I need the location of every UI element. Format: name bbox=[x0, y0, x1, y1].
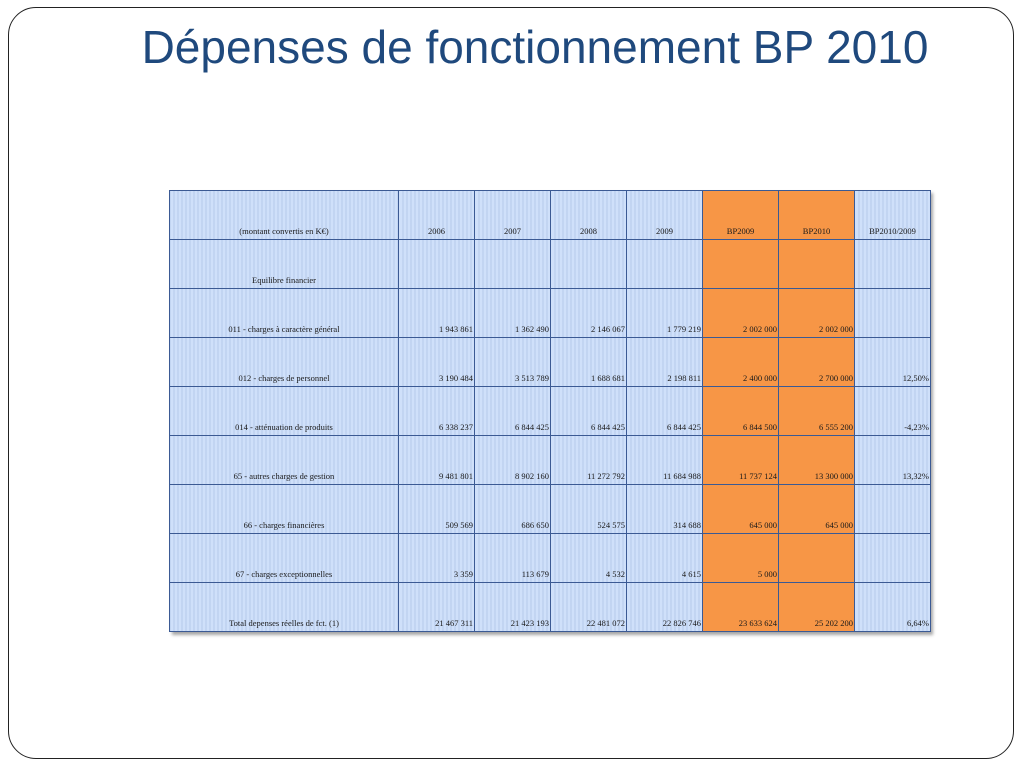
table-cell bbox=[778, 239, 855, 289]
table-cell: 3 359 bbox=[398, 533, 475, 583]
table-cell: 2 198 811 bbox=[626, 337, 703, 387]
table-cell: 4 532 bbox=[550, 533, 627, 583]
table-cell: 3 190 484 bbox=[398, 337, 475, 387]
row-label: 65 - autres charges de gestion bbox=[169, 435, 399, 485]
table-cell: 2 002 000 bbox=[702, 288, 779, 338]
table-cell: 2 002 000 bbox=[778, 288, 855, 338]
table-cell: 645 000 bbox=[702, 484, 779, 534]
header-cell-2008: 2008 bbox=[550, 190, 627, 240]
table-cell bbox=[398, 239, 475, 289]
table-cell: 8 902 160 bbox=[474, 435, 551, 485]
table-cell bbox=[474, 239, 551, 289]
budget-table: (montant convertis en K€) 2006 2007 2008… bbox=[169, 190, 931, 632]
budget-table-container: (montant convertis en K€) 2006 2007 2008… bbox=[169, 190, 931, 632]
table-cell: 6 844 500 bbox=[702, 386, 779, 436]
table-cell: 11 684 988 bbox=[626, 435, 703, 485]
table-cell: 113 679 bbox=[474, 533, 551, 583]
table-cell bbox=[702, 239, 779, 289]
header-cell-bp2010: BP2010 bbox=[778, 190, 855, 240]
header-cell-2006: 2006 bbox=[398, 190, 475, 240]
table-cell: 2 146 067 bbox=[550, 288, 627, 338]
header-cell-2007: 2007 bbox=[474, 190, 551, 240]
table-cell: 4 615 bbox=[626, 533, 703, 583]
header-cell-ratio: BP2010/2009 bbox=[854, 190, 931, 240]
table-cell: 524 575 bbox=[550, 484, 627, 534]
table-cell: -4,23% bbox=[854, 386, 931, 436]
table-header-row: (montant convertis en K€) 2006 2007 2008… bbox=[169, 190, 931, 240]
table-cell: 1 688 681 bbox=[550, 337, 627, 387]
table-row-total: Total depenses réelles de fct. (1) 21 46… bbox=[169, 582, 931, 632]
table-cell: 11 737 124 bbox=[702, 435, 779, 485]
row-label: 67 - charges exceptionnelles bbox=[169, 533, 399, 583]
table-cell: 9 481 801 bbox=[398, 435, 475, 485]
table-cell: 21 467 311 bbox=[398, 582, 475, 632]
table-cell: 21 423 193 bbox=[474, 582, 551, 632]
header-cell-bp2009: BP2009 bbox=[702, 190, 779, 240]
row-label: 011 - charges à caractère général bbox=[169, 288, 399, 338]
table-cell: 23 633 624 bbox=[702, 582, 779, 632]
table-row: Equilibre financier bbox=[169, 239, 931, 289]
row-label: 014 - atténuation de produits bbox=[169, 386, 399, 436]
table-cell: 11 272 792 bbox=[550, 435, 627, 485]
table-cell: 6 844 425 bbox=[626, 386, 703, 436]
table-cell bbox=[854, 484, 931, 534]
table-row: 012 - charges de personnel 3 190 484 3 5… bbox=[169, 337, 931, 387]
table-cell: 13 300 000 bbox=[778, 435, 855, 485]
table-cell: 2 400 000 bbox=[702, 337, 779, 387]
table-cell: 6,64% bbox=[854, 582, 931, 632]
row-label: 012 - charges de personnel bbox=[169, 337, 399, 387]
table-cell: 22 826 746 bbox=[626, 582, 703, 632]
table-cell bbox=[854, 239, 931, 289]
table-cell: 1 779 219 bbox=[626, 288, 703, 338]
table-cell bbox=[626, 239, 703, 289]
table-cell: 25 202 200 bbox=[778, 582, 855, 632]
table-row: 66 - charges financières 509 569 686 650… bbox=[169, 484, 931, 534]
table-cell bbox=[550, 239, 627, 289]
header-cell-label: (montant convertis en K€) bbox=[169, 190, 399, 240]
table-cell bbox=[778, 533, 855, 583]
table-cell: 1 943 861 bbox=[398, 288, 475, 338]
table-cell: 3 513 789 bbox=[474, 337, 551, 387]
table-cell: 645 000 bbox=[778, 484, 855, 534]
table-cell: 6 844 425 bbox=[550, 386, 627, 436]
table-cell: 6 844 425 bbox=[474, 386, 551, 436]
table-cell: 686 650 bbox=[474, 484, 551, 534]
table-cell: 22 481 072 bbox=[550, 582, 627, 632]
table-row: 65 - autres charges de gestion 9 481 801… bbox=[169, 435, 931, 485]
table-cell: 314 688 bbox=[626, 484, 703, 534]
table-cell: 2 700 000 bbox=[778, 337, 855, 387]
header-cell-2009: 2009 bbox=[626, 190, 703, 240]
table-cell: 5 000 bbox=[702, 533, 779, 583]
table-cell bbox=[854, 533, 931, 583]
table-cell bbox=[854, 288, 931, 338]
table-cell: 12,50% bbox=[854, 337, 931, 387]
row-label: 66 - charges financières bbox=[169, 484, 399, 534]
table-cell: 13,32% bbox=[854, 435, 931, 485]
table-row: 67 - charges exceptionnelles 3 359 113 6… bbox=[169, 533, 931, 583]
row-label: Total depenses réelles de fct. (1) bbox=[169, 582, 399, 632]
table-row: 014 - atténuation de produits 6 338 237 … bbox=[169, 386, 931, 436]
table-row: 011 - charges à caractère général 1 943 … bbox=[169, 288, 931, 338]
table-cell: 6 338 237 bbox=[398, 386, 475, 436]
table-cell: 1 362 490 bbox=[474, 288, 551, 338]
slide-title: Dépenses de fonctionnement BP 2010 bbox=[141, 21, 929, 73]
table-cell: 6 555 200 bbox=[778, 386, 855, 436]
row-label: Equilibre financier bbox=[169, 239, 399, 289]
table-cell: 509 569 bbox=[398, 484, 475, 534]
